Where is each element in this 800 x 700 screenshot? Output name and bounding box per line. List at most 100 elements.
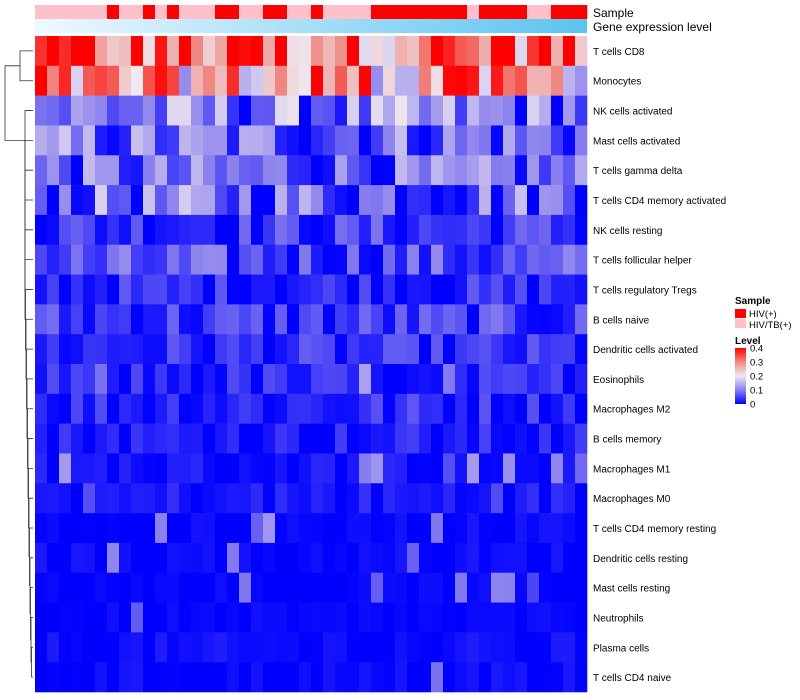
heatmap-cell — [191, 334, 204, 365]
heatmap-cell — [323, 453, 336, 484]
heatmap-cell — [143, 364, 156, 395]
heatmap-cell — [527, 304, 540, 335]
heatmap-cell — [431, 632, 444, 663]
heatmap-cell — [203, 95, 216, 126]
heatmap-cell — [467, 304, 480, 335]
heatmap-cell — [311, 334, 324, 365]
heatmap-cell — [347, 274, 360, 305]
heatmap-cell — [119, 602, 132, 633]
heatmap-cell — [395, 453, 408, 484]
heatmap-cell — [191, 662, 204, 693]
heatmap-cell — [431, 65, 444, 96]
heatmap-cell — [383, 304, 396, 335]
heatmap-cell — [263, 393, 276, 424]
heatmap-cell — [383, 513, 396, 544]
heatmap-cell — [251, 334, 264, 365]
heatmap-cell — [527, 334, 540, 365]
heatmap-cell — [467, 364, 480, 395]
legend-swatch-hivtb — [735, 319, 746, 328]
heatmap-cell — [371, 36, 384, 67]
heatmap-cell — [527, 185, 540, 216]
heatmap-cell — [359, 364, 372, 395]
heatmap-cell — [479, 602, 492, 633]
heatmap-cell — [299, 125, 312, 156]
heatmap-cell — [347, 393, 360, 424]
heatmap-cell — [239, 244, 252, 275]
heatmap-cell — [383, 453, 396, 484]
heatmap-cell — [239, 602, 252, 633]
heatmap-cell — [371, 244, 384, 275]
heatmap-cell — [287, 572, 300, 603]
heatmap-cell — [203, 542, 216, 574]
heatmap-cell — [455, 602, 468, 633]
heatmap-cell — [59, 662, 72, 693]
heatmap-cell — [419, 244, 432, 275]
sample-annotation-cell — [143, 5, 156, 19]
heatmap-cell — [371, 453, 384, 484]
heatmap-cell — [179, 65, 192, 96]
heatmap-cell — [311, 155, 324, 186]
heatmap-cell — [131, 542, 144, 574]
heatmap-cell — [359, 513, 372, 544]
heatmap-cell — [455, 423, 468, 454]
heatmap-cell — [83, 334, 96, 365]
heatmap-cell — [551, 185, 564, 216]
heatmap-cell — [383, 334, 396, 365]
heatmap-cell — [167, 513, 180, 544]
heatmap-cell — [311, 632, 324, 663]
heatmap-cell — [95, 572, 108, 603]
legend-level-tick: 0.3 — [750, 358, 763, 369]
sample-annotation-cell — [215, 5, 228, 19]
sample-annotation-cell — [443, 5, 456, 19]
heatmap-cell — [227, 632, 240, 663]
sample-annotation-cell — [491, 5, 504, 19]
heatmap-cell — [71, 453, 84, 484]
dendrogram-branch — [30, 617, 33, 663]
heatmap-cell — [71, 662, 84, 693]
heatmap-cell — [71, 513, 84, 544]
heatmap-cell — [539, 662, 552, 693]
sample-annotation-cell — [503, 5, 516, 19]
annotation-label-expression: Gene expression level — [593, 20, 712, 34]
heatmap-cell — [443, 632, 456, 663]
heatmap-cell — [239, 304, 252, 335]
heatmap-cell — [227, 185, 240, 216]
heatmap-cell — [347, 602, 360, 633]
heatmap-cell — [275, 274, 288, 305]
heatmap-cell — [71, 244, 84, 275]
heatmap-cell — [479, 542, 492, 574]
heatmap-cell — [491, 95, 504, 126]
heatmap-cell — [455, 125, 468, 156]
heatmap-cell — [215, 602, 228, 633]
heatmap-cell — [515, 214, 528, 246]
heatmap-cell — [431, 125, 444, 156]
heatmap-cell — [503, 602, 516, 633]
heatmap-cell — [143, 393, 156, 424]
heatmap-cell — [455, 513, 468, 544]
heatmap-cell — [35, 65, 48, 96]
heatmap-cell — [335, 304, 348, 335]
heatmap-cell — [395, 214, 408, 246]
row-label: Plasma cells — [593, 643, 649, 654]
heatmap-cell — [527, 513, 540, 544]
heatmap-cell — [383, 36, 396, 67]
heatmap-cell — [527, 155, 540, 186]
heatmap-cell — [443, 334, 456, 365]
heatmap-cell — [47, 453, 60, 484]
heatmap-cell — [479, 185, 492, 216]
heatmap-cell — [227, 602, 240, 633]
heatmap-cell — [431, 662, 444, 693]
heatmap-cell — [347, 125, 360, 156]
heatmap-cell — [191, 185, 204, 216]
heatmap-cell — [479, 662, 492, 693]
heatmap-cell — [215, 483, 228, 514]
sample-annotation-cell — [395, 5, 408, 19]
heatmap-cell — [191, 125, 204, 156]
heatmap-cell — [203, 453, 216, 484]
heatmap-cell — [395, 423, 408, 454]
heatmap-cell — [275, 65, 288, 96]
heatmap-cell — [251, 483, 264, 514]
heatmap-cell — [539, 602, 552, 633]
heatmap-cell — [215, 364, 228, 395]
